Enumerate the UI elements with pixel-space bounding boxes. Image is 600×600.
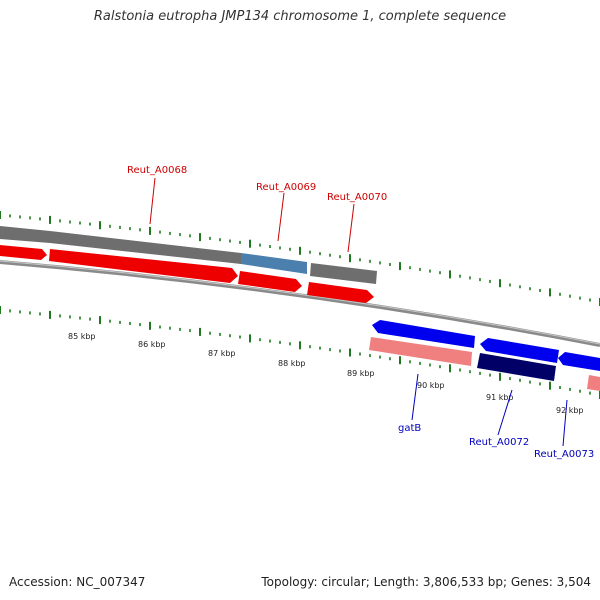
gene-reut-a0068-arrow[interactable] bbox=[49, 249, 238, 283]
kbp-label: 89 kbp bbox=[347, 369, 375, 378]
leader-line-reut-a0068 bbox=[149, 177, 156, 225]
kbp-label: 92 kbp bbox=[556, 406, 584, 415]
kbp-label: 85 kbp bbox=[68, 332, 96, 341]
gene-left-cds[interactable] bbox=[0, 226, 50, 243]
gene-gatb-arrow[interactable] bbox=[372, 320, 475, 348]
gene-reut-a0072-cds[interactable] bbox=[477, 353, 556, 381]
inner-tick-row bbox=[0, 306, 600, 399]
gene-gatb-cds[interactable] bbox=[369, 337, 472, 366]
kbp-label: 86 kbp bbox=[138, 340, 166, 349]
reverse-gene-labels: gatB Reut_A0072 Reut_A0073 bbox=[398, 373, 594, 460]
chromosome-backbone bbox=[0, 260, 600, 347]
leader-line-reut-a0069 bbox=[277, 192, 285, 242]
reverse-gene-track bbox=[372, 320, 600, 371]
chromosome-backbone-highlight bbox=[0, 260, 600, 345]
outer-tick-row bbox=[0, 211, 600, 306]
kbp-label: 87 kbp bbox=[208, 349, 236, 358]
gene-reut-a0069-arrow[interactable] bbox=[238, 271, 302, 292]
gene-label-reut-a0069[interactable]: Reut_A0069 bbox=[256, 182, 316, 193]
gene-left-arrow[interactable] bbox=[0, 245, 47, 260]
kbp-label: 91 kbp bbox=[486, 393, 514, 402]
gene-label-gatb[interactable]: gatB bbox=[398, 423, 421, 434]
gene-label-reut-a0073[interactable]: Reut_A0073 bbox=[534, 449, 594, 460]
gene-reut-a0070-cds[interactable] bbox=[310, 263, 377, 284]
map-title: Ralstonia eutropha JMP134 chromosome 1, … bbox=[93, 9, 507, 24]
genome-summary-text: Topology: circular; Length: 3,806,533 bp… bbox=[261, 575, 591, 589]
leader-line-reut-a0073 bbox=[562, 399, 568, 447]
gene-reut-a0073-cds[interactable] bbox=[587, 375, 600, 391]
leader-line-reut-a0070 bbox=[347, 203, 355, 253]
reverse-cds-track bbox=[369, 337, 600, 391]
forward-cds-track bbox=[0, 226, 377, 284]
accession-text: Accession: NC_007347 bbox=[9, 575, 146, 589]
gene-reut-a0070-arrow[interactable] bbox=[307, 282, 374, 303]
gene-reut-a0069-cds[interactable] bbox=[241, 253, 307, 274]
leader-line-reut-a0072 bbox=[497, 389, 513, 436]
kbp-label: 90 kbp bbox=[417, 381, 445, 390]
kbp-labels: 85 kbp 86 kbp 87 kbp 88 kbp 89 kbp 90 kb… bbox=[68, 332, 584, 415]
gene-label-reut-a0068[interactable]: Reut_A0068 bbox=[127, 165, 187, 176]
gene-reut-a0068-cds[interactable] bbox=[50, 231, 241, 264]
gene-reut-a0073-arrow[interactable] bbox=[558, 352, 600, 371]
kbp-label: 88 kbp bbox=[278, 359, 306, 368]
gene-label-reut-a0070[interactable]: Reut_A0070 bbox=[327, 192, 387, 203]
forward-gene-labels: Reut_A0068 Reut_A0069 Reut_A0070 bbox=[127, 165, 387, 253]
gene-reut-a0072-arrow[interactable] bbox=[480, 338, 559, 363]
gene-label-reut-a0072[interactable]: Reut_A0072 bbox=[469, 437, 529, 448]
leader-line-gatb bbox=[411, 373, 419, 421]
forward-gene-track bbox=[0, 245, 374, 303]
